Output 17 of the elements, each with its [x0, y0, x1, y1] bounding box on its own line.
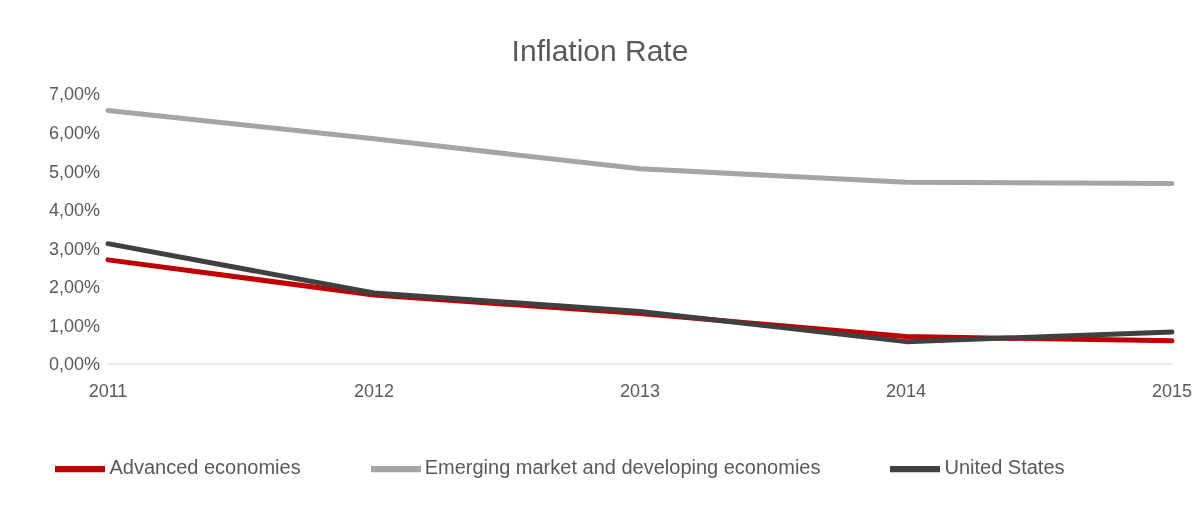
chart-title: Inflation Rate	[510, 34, 690, 69]
legend-label: Emerging market and developing economies	[424, 456, 821, 479]
x-tick-label: 2013	[619, 380, 661, 401]
legend-label: United States	[944, 456, 1065, 479]
x-tick-label: 2011	[88, 380, 128, 401]
y-tick-label: 2,00%	[48, 277, 100, 298]
y-tick-label: 4,00%	[48, 200, 100, 221]
y-tick-label: 0,00%	[48, 354, 100, 375]
legend-label: Advanced economies	[109, 456, 301, 479]
y-tick-label: 5,00%	[48, 161, 100, 182]
y-tick-label: 1,00%	[48, 315, 100, 336]
y-tick-label: 6,00%	[48, 122, 100, 143]
x-tick-label: 2012	[353, 380, 395, 401]
x-tick-label: 2015	[1151, 380, 1193, 401]
x-tick-label: 2014	[885, 380, 927, 401]
y-tick-label: 7,00%	[48, 84, 100, 105]
y-tick-label: 3,00%	[48, 238, 100, 259]
